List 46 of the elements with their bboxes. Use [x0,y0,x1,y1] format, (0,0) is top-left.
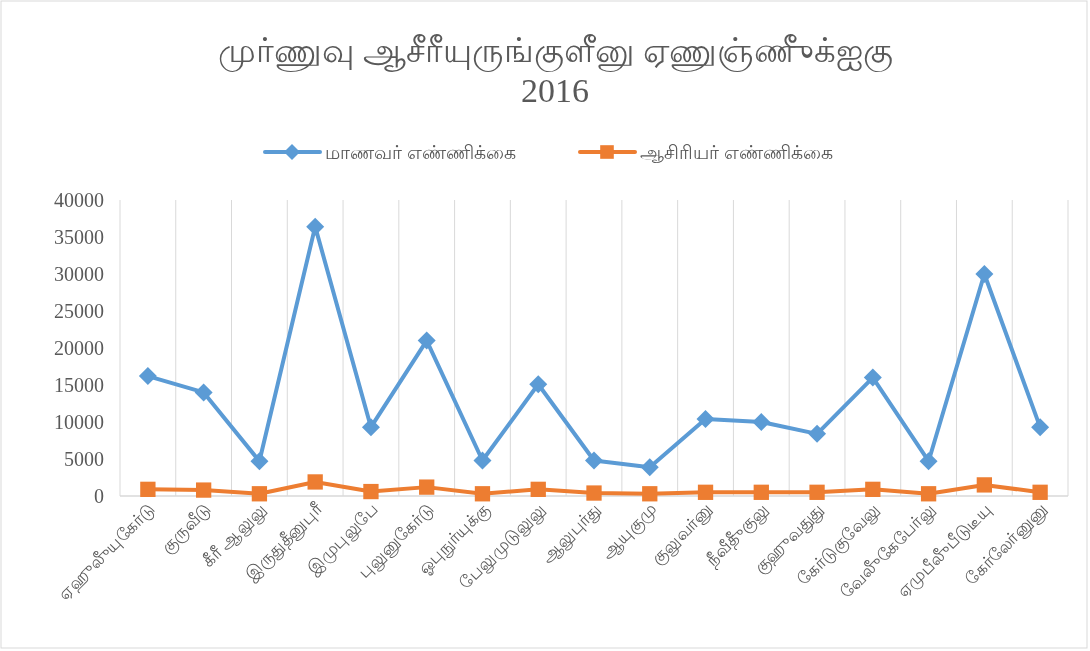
point [753,484,769,500]
point [306,217,325,236]
point [138,367,157,386]
point [474,486,491,502]
point [585,451,603,470]
chart-title: முர்ணுவு ஆசீரீயுருங்குளீனு ஏணுஞ்ணுீக்ஐகு 2016 [217,32,893,109]
legend-label: ஆசிரியர் எண்ணிக்கை [640,142,834,163]
point [361,418,380,437]
point [808,424,827,443]
point [1032,484,1048,500]
point [976,477,992,493]
point [919,452,938,471]
point [251,486,268,502]
point [697,484,714,500]
point [417,331,436,350]
point [419,479,435,495]
point [307,474,323,490]
point [640,458,659,477]
point [140,481,156,497]
y-tick-label: 25000 [54,300,104,322]
point [529,375,548,394]
point [473,451,492,470]
point [530,481,546,497]
point [863,368,882,387]
legend-label: மாணவர் எண்ணிக்கை [325,142,517,163]
y-tick-label: 20000 [54,337,104,359]
point [196,482,212,498]
point [920,486,937,502]
y-tick-label: 5000 [64,448,104,470]
point [363,483,379,500]
point [250,452,269,471]
point [1031,418,1050,437]
y-tick-label: 35000 [54,226,104,248]
y-tick-label: 40000 [54,189,104,211]
point [586,485,602,501]
y-tick-label: 0 [94,485,104,507]
y-tick-label: 30000 [54,263,104,285]
point [194,383,213,402]
point [752,413,771,431]
y-tick-label: 15000 [54,374,104,396]
point [975,265,994,283]
point [809,484,825,500]
point [865,481,881,497]
y-tick-label: 10000 [54,411,104,433]
point [696,410,715,429]
point [642,486,658,502]
